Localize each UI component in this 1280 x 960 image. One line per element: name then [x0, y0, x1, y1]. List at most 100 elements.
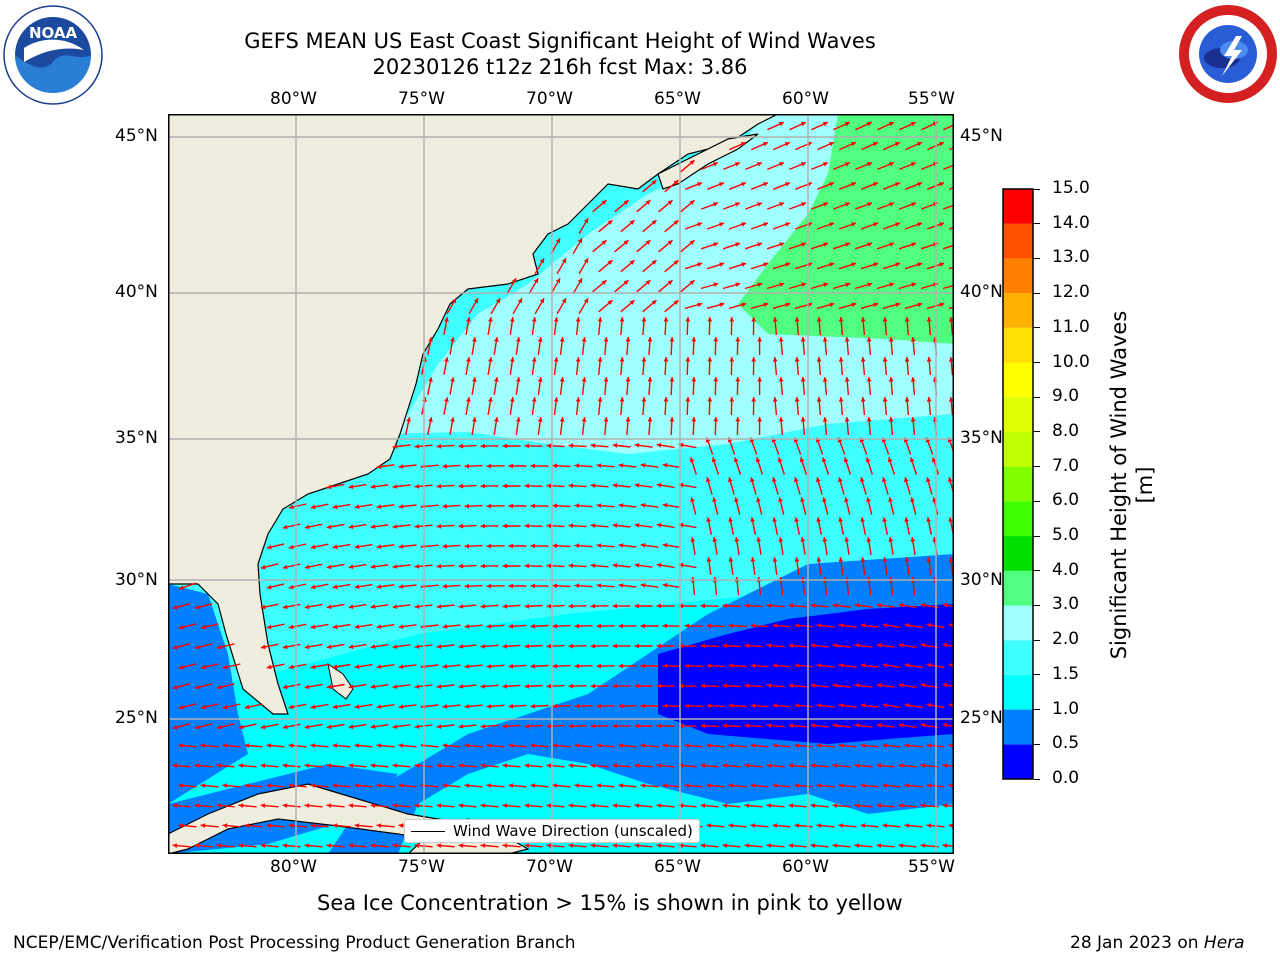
wind-wave-arrowhead	[575, 357, 581, 362]
wind-wave-arrowhead	[590, 843, 596, 848]
wind-wave-arrowhead	[466, 357, 471, 362]
wind-wave-arrowhead	[713, 377, 719, 382]
wind-wave-arrowhead	[706, 823, 712, 828]
wind-wave-arrowhead	[568, 723, 574, 729]
wind-wave-arrowhead	[486, 704, 492, 709]
wind-wave-arrowhead	[406, 417, 411, 422]
wind-wave-arrowhead	[860, 357, 866, 362]
wind-wave-arrowhead	[865, 457, 871, 463]
wind-wave-arrowhead	[581, 377, 587, 382]
wind-wave-arrowhead	[428, 337, 433, 342]
chart-subtitle: 20230126 t12z 216h fcst Max: 3.86	[372, 55, 748, 79]
wind-wave-arrowhead	[575, 397, 581, 402]
colorbar-segment	[1003, 397, 1033, 432]
wind-wave-arrowhead	[178, 823, 184, 828]
wind-wave-arrowhead	[332, 584, 338, 590]
wind-wave-arrowhead	[920, 722, 926, 728]
colorbar-tick-label: 9.0	[1052, 386, 1080, 407]
wind-wave-arrowhead	[282, 524, 288, 530]
wind-wave-arrowhead	[867, 282, 873, 287]
wind-wave-arrowhead	[472, 337, 477, 342]
wind-wave-arrowhead	[882, 397, 888, 402]
wind-wave-arrowhead	[222, 823, 228, 828]
wind-wave-arrowhead	[763, 222, 769, 227]
wind-wave-arrowhead	[942, 642, 948, 648]
wind-wave-arrowhead	[873, 262, 879, 267]
wind-wave-arrowhead	[889, 202, 894, 207]
wind-wave-arrowhead	[502, 563, 507, 569]
wind-wave-arrowhead	[860, 743, 866, 748]
wind-wave-arrow	[942, 204, 954, 210]
wind-wave-arrowhead	[488, 317, 493, 322]
wind-wave-arrowhead	[546, 803, 552, 808]
wind-wave-arrowhead	[779, 282, 785, 287]
lon-tick-bottom-70w: 70°W	[526, 857, 573, 877]
wind-wave-arrowhead	[568, 763, 574, 768]
wind-wave-arrowhead	[888, 337, 894, 342]
wind-wave-arrowhead	[260, 644, 266, 650]
wind-wave-arrowhead	[690, 497, 695, 503]
wind-wave-arrowhead	[816, 477, 821, 483]
wind-wave-arrowhead	[601, 280, 607, 285]
wind-wave-arrowhead	[904, 743, 910, 748]
wind-wave-arrowhead	[904, 783, 910, 788]
wind-wave-arrowhead	[502, 723, 508, 729]
wind-wave-arrowhead	[713, 202, 718, 207]
wind-wave-arrowhead	[816, 823, 822, 828]
wind-wave-arrowhead	[794, 557, 800, 562]
colorbar-segment	[1003, 744, 1033, 779]
wind-wave-arrowhead	[920, 843, 926, 848]
wind-wave-arrowhead	[634, 643, 639, 649]
wind-wave-arrowhead	[882, 557, 888, 562]
wind-wave-arrowhead	[634, 563, 640, 568]
wind-wave-arrowhead	[926, 823, 932, 828]
wind-wave-arrowhead	[794, 517, 799, 522]
wind-wave-arrowhead	[656, 562, 662, 568]
wind-wave-arrowhead	[762, 142, 768, 147]
colorbar-tick-mark	[1034, 396, 1040, 398]
wind-wave-arrowhead	[735, 377, 741, 382]
wind-wave-arrowhead	[794, 357, 800, 362]
wind-wave-arrowhead	[568, 643, 574, 649]
wind-wave-arrowhead	[370, 843, 376, 848]
wind-wave-arrowhead	[524, 483, 529, 489]
wind-wave-arrowhead	[172, 763, 178, 768]
wind-wave-arrowhead	[486, 503, 491, 509]
wind-wave-arrowhead	[651, 300, 657, 305]
wind-wave-arrowhead	[480, 763, 486, 768]
wind-wave-arrowhead	[801, 202, 806, 207]
wind-wave-arrowhead	[458, 443, 464, 449]
wind-wave-arrowhead	[464, 704, 470, 709]
wind-wave-arrowhead	[222, 743, 228, 748]
wind-wave-arrowhead	[288, 584, 294, 590]
wind-wave-arrowhead	[684, 703, 690, 709]
wind-wave-arrowhead	[546, 683, 552, 689]
land-bahamas	[327, 662, 354, 700]
wind-wave-arrowhead	[607, 220, 613, 225]
wind-wave-arrowhead	[282, 724, 288, 730]
wind-wave-arrowhead	[310, 504, 316, 510]
wind-wave-arrowhead	[486, 583, 491, 589]
colorbar-label-text: Significant Height of Wind Waves [m]	[1107, 310, 1157, 660]
wind-wave-arrowhead	[910, 337, 916, 342]
wind-wave-arrowhead	[729, 317, 735, 322]
map-frame	[168, 114, 954, 854]
wind-wave-arrowhead	[488, 357, 493, 362]
wind-wave-arrowhead	[867, 242, 873, 247]
wind-wave-arrowhead	[354, 584, 360, 590]
wind-wave-arrowhead	[537, 417, 543, 422]
wind-wave-arrowhead	[623, 240, 629, 245]
wind-wave-arrowhead	[766, 843, 772, 848]
wind-wave-arrowhead	[684, 623, 690, 629]
wind-wave-arrowhead	[838, 357, 844, 362]
wind-wave-arrowhead	[398, 624, 404, 629]
wind-wave-arrowhead	[794, 823, 800, 828]
wind-wave-arrowhead	[601, 200, 607, 205]
wind-wave-arrowhead	[867, 162, 872, 167]
wind-wave-arrowhead	[530, 703, 536, 709]
wind-wave-arrowhead	[750, 783, 756, 788]
wind-wave-arrowhead	[712, 537, 718, 542]
wind-wave-arrowhead	[480, 523, 485, 529]
wind-wave-arrowhead	[728, 623, 734, 629]
wind-wave-arrowhead	[850, 142, 856, 147]
